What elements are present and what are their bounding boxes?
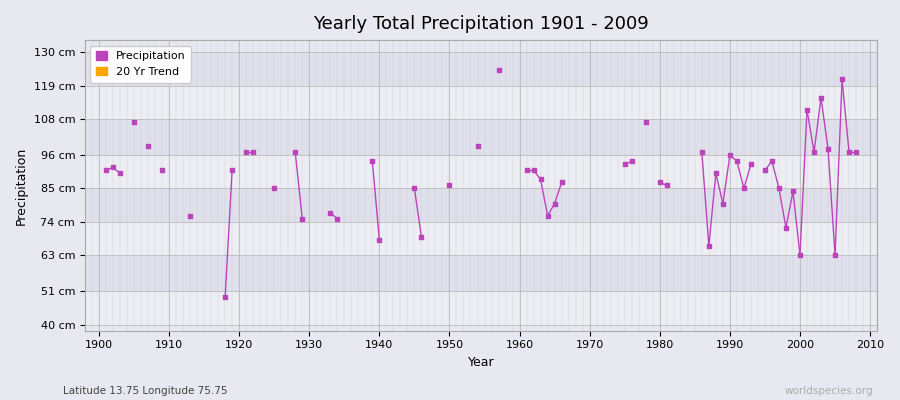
Point bbox=[267, 185, 282, 192]
Point bbox=[238, 149, 253, 155]
Point bbox=[183, 212, 197, 219]
Point bbox=[723, 152, 737, 158]
Bar bbox=[85, 86, 878, 119]
Bar bbox=[85, 119, 878, 155]
Point bbox=[218, 294, 232, 301]
Bar bbox=[85, 188, 878, 222]
Point bbox=[772, 185, 787, 192]
Bar bbox=[85, 222, 878, 255]
Point bbox=[849, 149, 863, 155]
Point bbox=[842, 149, 856, 155]
Point bbox=[625, 158, 639, 164]
X-axis label: Year: Year bbox=[468, 356, 494, 369]
Point bbox=[806, 149, 821, 155]
Point bbox=[793, 252, 807, 258]
Point bbox=[800, 106, 814, 113]
Point bbox=[526, 167, 541, 174]
Point bbox=[554, 179, 569, 186]
Point bbox=[737, 185, 751, 192]
Point bbox=[491, 67, 506, 74]
Point bbox=[695, 149, 709, 155]
Point bbox=[365, 158, 380, 164]
Point bbox=[778, 224, 793, 231]
Bar bbox=[85, 155, 878, 188]
Point bbox=[660, 182, 674, 189]
Point bbox=[547, 200, 562, 207]
Point bbox=[442, 182, 456, 189]
Point bbox=[288, 149, 302, 155]
Point bbox=[330, 216, 345, 222]
Point bbox=[730, 158, 744, 164]
Bar bbox=[85, 255, 878, 291]
Point bbox=[471, 143, 485, 149]
Point bbox=[246, 149, 260, 155]
Point bbox=[140, 143, 155, 149]
Point bbox=[295, 216, 310, 222]
Point bbox=[105, 164, 120, 170]
Point bbox=[765, 158, 779, 164]
Point bbox=[407, 185, 421, 192]
Point bbox=[708, 170, 723, 176]
Point bbox=[786, 188, 800, 195]
Text: Latitude 13.75 Longitude 75.75: Latitude 13.75 Longitude 75.75 bbox=[63, 386, 228, 396]
Point bbox=[828, 252, 842, 258]
Point bbox=[716, 200, 730, 207]
Bar bbox=[85, 291, 878, 325]
Point bbox=[814, 94, 828, 101]
Title: Yearly Total Precipitation 1901 - 2009: Yearly Total Precipitation 1901 - 2009 bbox=[313, 15, 649, 33]
Point bbox=[617, 161, 632, 168]
Y-axis label: Precipitation: Precipitation bbox=[15, 146, 28, 224]
Point bbox=[414, 234, 428, 240]
Point bbox=[112, 170, 127, 176]
Point bbox=[835, 76, 850, 83]
Point bbox=[127, 119, 141, 125]
Legend: Precipitation, 20 Yr Trend: Precipitation, 20 Yr Trend bbox=[91, 46, 192, 82]
Point bbox=[821, 146, 835, 152]
Point bbox=[702, 243, 716, 249]
Point bbox=[652, 179, 667, 186]
Point bbox=[155, 167, 169, 174]
Point bbox=[639, 119, 653, 125]
Point bbox=[743, 161, 758, 168]
Point bbox=[323, 210, 338, 216]
Point bbox=[519, 167, 534, 174]
Point bbox=[534, 176, 548, 182]
Point bbox=[758, 167, 772, 174]
Text: worldspecies.org: worldspecies.org bbox=[785, 386, 873, 396]
Point bbox=[540, 212, 554, 219]
Point bbox=[373, 237, 387, 243]
Point bbox=[99, 167, 113, 174]
Bar bbox=[85, 52, 878, 86]
Point bbox=[225, 167, 239, 174]
